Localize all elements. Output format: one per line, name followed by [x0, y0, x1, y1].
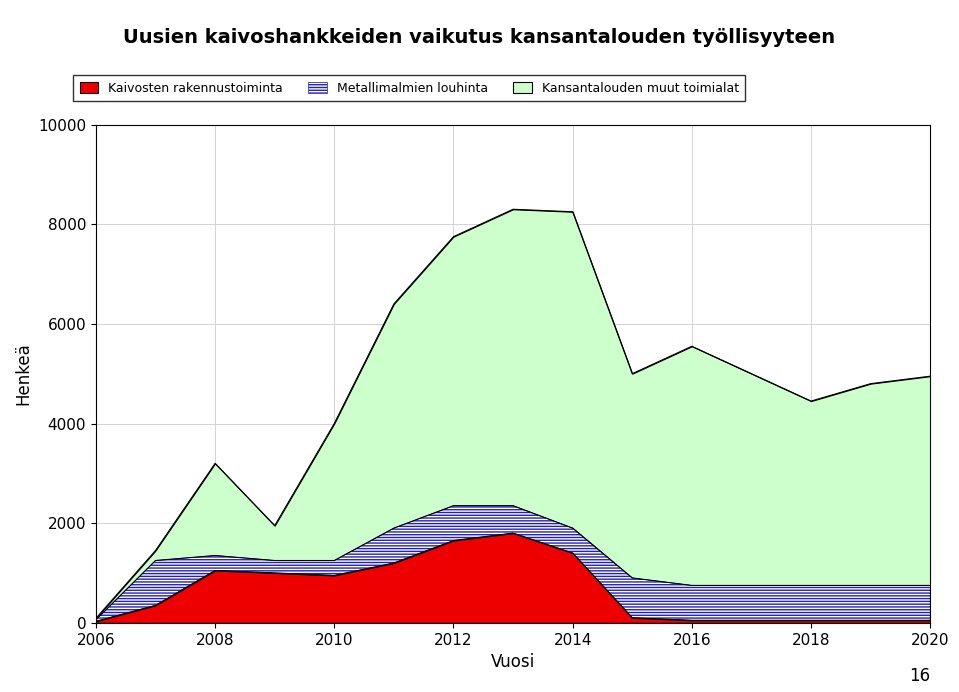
Legend: Kaivosten rakennustoiminta, Metallimalmien louhinta, Kansantalouden muut toimial: Kaivosten rakennustoiminta, Metallimalmi…	[74, 75, 745, 101]
X-axis label: Vuosi: Vuosi	[491, 653, 535, 671]
Text: 16: 16	[909, 667, 930, 685]
Y-axis label: Henkeä: Henkeä	[14, 343, 33, 405]
Text: Uusien kaivoshankkeiden vaikutus kansantalouden työllisyyteen: Uusien kaivoshankkeiden vaikutus kansant…	[124, 28, 835, 46]
